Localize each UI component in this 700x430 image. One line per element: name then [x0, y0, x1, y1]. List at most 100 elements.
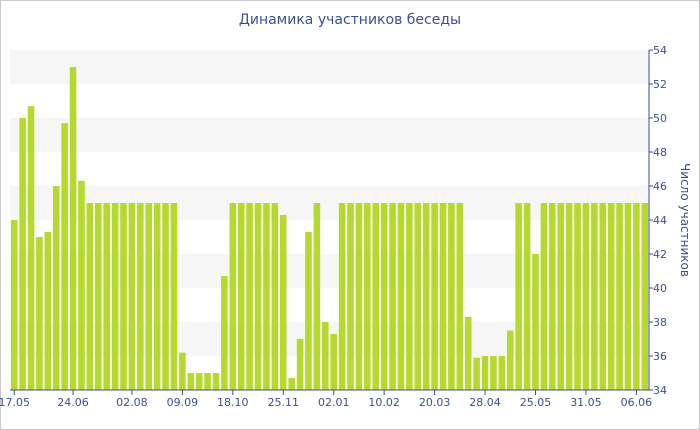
- bar: [431, 203, 438, 390]
- bar: [506, 330, 514, 390]
- bar: [599, 203, 607, 390]
- bar: [481, 356, 489, 390]
- bar: [137, 203, 144, 390]
- bar: [36, 237, 43, 390]
- bar: [591, 203, 598, 390]
- bar: [624, 203, 632, 390]
- x-tick-label: 02.01: [318, 396, 350, 409]
- bar: [523, 203, 531, 390]
- x-tick-label: 25.11: [268, 396, 300, 409]
- axes: [10, 49, 653, 395]
- bar: [195, 373, 203, 390]
- bar: [95, 203, 102, 390]
- chart-title: Динамика участников беседы: [238, 12, 462, 28]
- x-tick-label: 18.10: [217, 396, 249, 409]
- bar: [372, 203, 380, 390]
- bar: [61, 123, 68, 390]
- bar: [103, 203, 110, 390]
- bar: [187, 373, 195, 390]
- x-tick-labels: 17.05 24.06 02.08 09.09 18.10 25.11 02.01 10.02…: [0, 396, 652, 409]
- x-tick-label: 02.08: [116, 396, 148, 409]
- bar: [515, 203, 522, 390]
- bar: [170, 203, 178, 390]
- y-tick-label: 46: [653, 180, 667, 193]
- bar: [439, 203, 447, 390]
- bar: [464, 316, 472, 390]
- bar: [532, 254, 539, 390]
- bar: [397, 203, 405, 390]
- bar: [616, 203, 623, 390]
- y-tick-label: 50: [653, 112, 667, 125]
- bar: [414, 203, 422, 390]
- x-tick-label: 06.06: [621, 396, 653, 409]
- bar: [330, 333, 337, 390]
- bar: [19, 118, 26, 390]
- y-tick-label: 40: [653, 282, 667, 295]
- x-tick-label: 31.05: [570, 396, 602, 409]
- y-tick-labels: 34 36 38 40 42 44 46 48 50 52 54: [653, 44, 667, 397]
- bar: [322, 322, 329, 390]
- bar: [582, 203, 590, 390]
- bar: [355, 203, 363, 390]
- bar: [254, 203, 262, 390]
- bar: [380, 203, 388, 390]
- y-tick-label: 38: [653, 316, 667, 329]
- bar: [338, 203, 346, 390]
- x-tick-label: 24.06: [57, 396, 89, 409]
- y-axis-label: Число участников: [678, 163, 692, 277]
- bar: [128, 203, 136, 390]
- bar: [313, 203, 321, 390]
- bar: [162, 203, 169, 390]
- bar: [263, 203, 270, 390]
- y-tick-label: 48: [653, 146, 667, 159]
- y-tick-label: 36: [653, 350, 667, 363]
- bar: [557, 203, 564, 390]
- bar: [288, 378, 295, 390]
- x-tick-label: 09.09: [167, 396, 199, 409]
- bar: [473, 357, 480, 390]
- bar: [221, 276, 228, 390]
- bar: [271, 203, 279, 390]
- bar: [607, 203, 615, 390]
- bar: [86, 203, 94, 390]
- bar: [305, 231, 312, 390]
- bar: [69, 67, 77, 390]
- bar: [347, 203, 354, 390]
- bar: [120, 203, 127, 390]
- bar: [212, 373, 220, 390]
- bar: [406, 203, 413, 390]
- bar: [364, 203, 371, 390]
- x-tick-label: 17.05: [0, 396, 30, 409]
- bar: [498, 356, 506, 390]
- bar: [490, 356, 497, 390]
- bar: [574, 203, 581, 390]
- bar: [111, 203, 119, 390]
- bar: [179, 352, 186, 390]
- bar: [641, 203, 649, 390]
- x-tick-label: 28.04: [469, 396, 501, 409]
- bar: [229, 203, 237, 390]
- bar: [10, 220, 18, 390]
- bar: [565, 203, 573, 390]
- bar: [237, 203, 245, 390]
- bar: [549, 203, 556, 390]
- x-tick-label: 25.05: [520, 396, 552, 409]
- bar: [540, 203, 548, 390]
- bar: [246, 203, 253, 390]
- grid-band: [10, 118, 649, 152]
- bars: [10, 67, 649, 390]
- bar: [296, 339, 304, 390]
- bar: [448, 203, 455, 390]
- bar: [633, 203, 640, 390]
- bar: [456, 203, 464, 390]
- bar: [389, 203, 396, 390]
- bar: [279, 214, 287, 390]
- y-tick-label: 42: [653, 248, 667, 261]
- y-tick-label: 44: [653, 214, 667, 227]
- bar: [52, 186, 60, 390]
- bar: [153, 203, 161, 390]
- grid-band: [10, 50, 649, 84]
- y-tick-label: 52: [653, 78, 667, 91]
- bar: [44, 231, 52, 390]
